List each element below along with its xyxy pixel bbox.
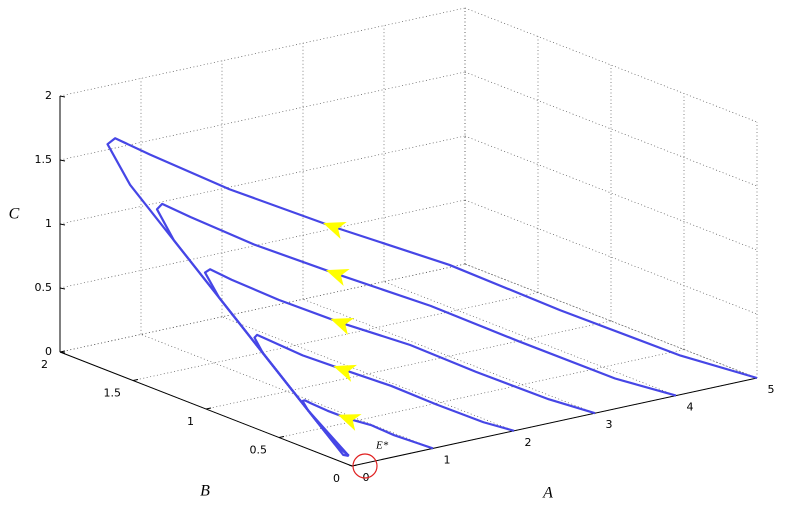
y-tick-label: 1: [187, 415, 194, 428]
x-tick-label: 5: [768, 383, 775, 396]
y-tick: [205, 407, 212, 410]
direction-arrow: [337, 414, 362, 431]
grid-line: [59, 199, 758, 315]
annotation: E*: [375, 440, 389, 452]
x-axis-label: A: [542, 485, 553, 502]
z-tick: [59, 351, 66, 354]
direction-arrow: [333, 364, 358, 382]
x-tick-label: 1: [444, 453, 451, 466]
x-tick-label: 4: [687, 401, 694, 414]
x-tick-label: 2: [525, 436, 532, 449]
z-tick: [59, 287, 66, 290]
trajectory: [301, 399, 434, 457]
grid-line: [59, 7, 758, 123]
trajectory: [155, 202, 677, 457]
x-axis: [351, 377, 758, 467]
direction-arrow: [330, 318, 355, 335]
z-tick-label: 0: [45, 345, 52, 358]
grid-line: [59, 135, 758, 251]
direction-arrow: [322, 222, 347, 239]
x-tick: [348, 464, 353, 467]
grid-line: [205, 65, 612, 410]
equilibrium-marker: [352, 453, 378, 479]
grid-line: [351, 122, 758, 467]
y-tick-label: 0.5: [250, 444, 268, 457]
z-tick-label: 0.5: [35, 281, 53, 294]
trajectory: [253, 333, 515, 457]
grid-line: [140, 78, 434, 449]
z-tick: [59, 159, 66, 162]
grid-line: [464, 8, 758, 379]
y-axis-label: B: [200, 483, 210, 500]
grid-line: [278, 93, 685, 438]
y-tick: [278, 436, 285, 438]
grid-line: [132, 36, 539, 381]
z-tick: [59, 223, 66, 226]
y-tick-label: 0: [333, 472, 340, 485]
grid-line: [383, 25, 677, 396]
z-tick: [59, 95, 66, 98]
z-axis-label: C: [9, 206, 20, 223]
direction-arrow: [325, 269, 350, 286]
grid-line: [59, 263, 758, 379]
grid-line: [59, 71, 758, 187]
z-tick-label: 1.5: [35, 153, 53, 166]
x-tick-label: 3: [606, 418, 613, 431]
y-tick: [132, 379, 139, 381]
z-tick-label: 1: [45, 217, 52, 230]
trajectory: [203, 268, 596, 457]
grid-line: [221, 60, 515, 432]
grid-line: [302, 43, 596, 414]
y-tick-label: 2: [41, 358, 48, 371]
y-tick-label: 1.5: [104, 387, 122, 400]
z-tick-label: 2: [45, 89, 52, 102]
